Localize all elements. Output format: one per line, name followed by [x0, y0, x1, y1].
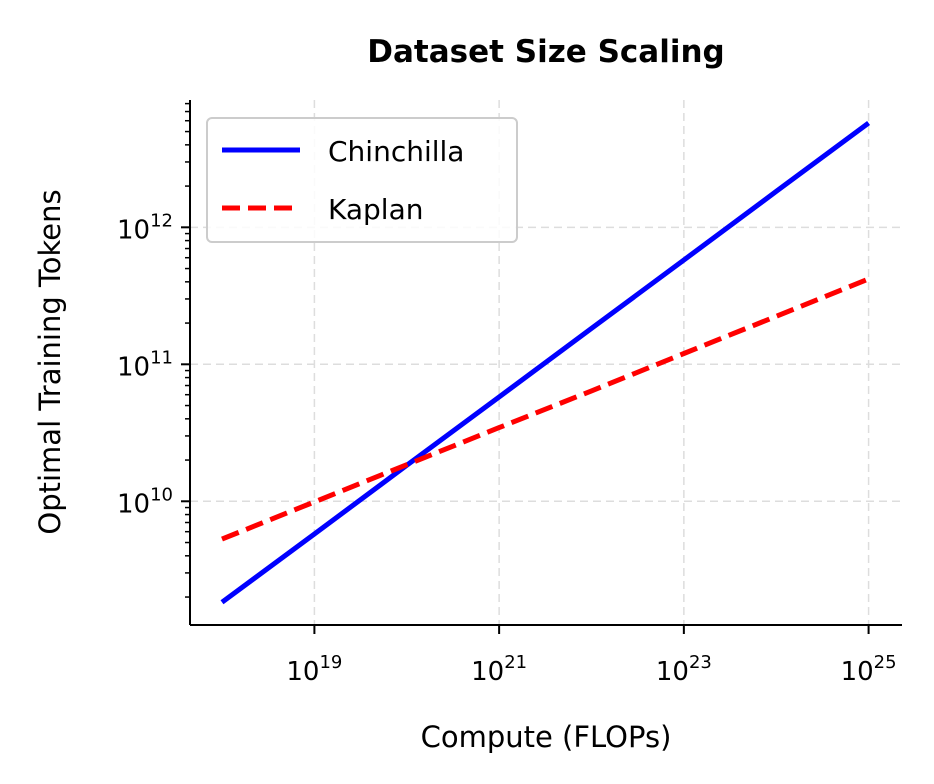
x-tick-label: 1019: [286, 652, 342, 687]
x-tick-label: 1021: [471, 652, 527, 687]
legend-label-chinchilla: Chinchilla: [328, 135, 464, 168]
series-line-kaplan: [221, 276, 870, 542]
series-line-chinchilla: [220, 120, 871, 605]
y-axis-label: Optimal Training Tokens: [33, 189, 67, 534]
y-tick-label: 1012: [117, 210, 173, 245]
x-tick-label: 1023: [656, 652, 712, 687]
legend-label-kaplan: Kaplan: [328, 193, 423, 226]
chart-title: Dataset Size Scaling: [367, 34, 724, 70]
y-tick-label: 1011: [117, 347, 173, 382]
y-tick-label: 1010: [117, 484, 173, 519]
axes: [189, 100, 902, 626]
series-lines: [220, 120, 871, 605]
x-tick-label: 1025: [841, 652, 897, 687]
legend: Chinchilla Kaplan: [206, 117, 518, 243]
x-axis-label: Compute (FLOPs): [421, 720, 672, 754]
